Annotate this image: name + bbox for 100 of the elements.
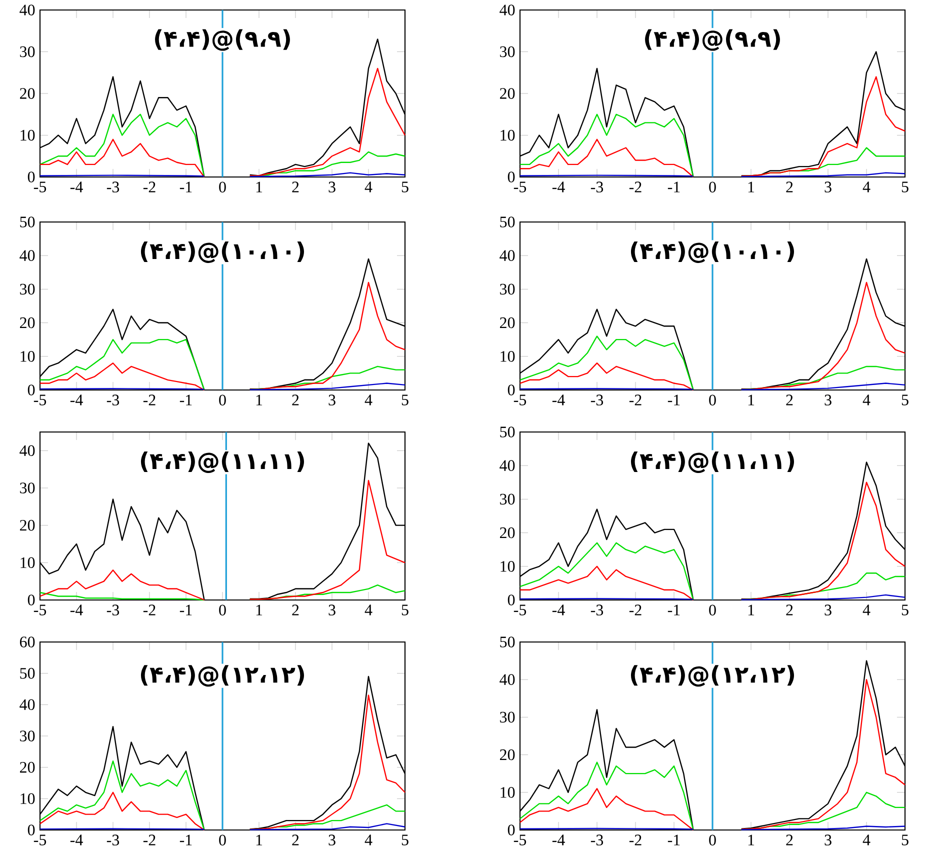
x-tick-label: 1 xyxy=(256,834,262,846)
y-tick-label: 20 xyxy=(500,88,515,99)
x-tick-label: 3 xyxy=(328,604,336,616)
x-tick-label: -2 xyxy=(143,182,156,192)
x-tick-label: -5 xyxy=(34,394,46,406)
y-tick-label: 40 xyxy=(500,250,515,261)
y-tick-label: 10 xyxy=(20,793,35,804)
x-tick-label: 0 xyxy=(219,604,226,616)
y-tick-label: 10 xyxy=(500,130,515,141)
y-tick-label: 10 xyxy=(500,560,515,572)
x-tick-label: -1 xyxy=(180,182,192,192)
y-tick-label: 40 xyxy=(20,250,35,261)
y-tick-label: 40 xyxy=(20,445,35,456)
y-tick-label: 40 xyxy=(20,699,35,710)
x-tick-label: 1 xyxy=(748,604,754,616)
x-tick-label: 1 xyxy=(748,394,754,406)
text: (۴،۴)@(۱۲،۱۲) xyxy=(630,665,794,687)
y-tick-label: 20 xyxy=(500,527,515,538)
text: (۴،۴)@(۱۰،۱۰) xyxy=(140,241,304,263)
y-tick-label: 20 xyxy=(500,317,515,328)
x-tick-label: 2 xyxy=(292,182,299,192)
x-tick-label: 4 xyxy=(364,604,372,616)
x-tick-label: 5 xyxy=(402,604,408,616)
text: (۴،۴)@(۹،۹) xyxy=(645,29,780,51)
y-tick-label: 30 xyxy=(20,482,35,494)
x-tick-label: 5 xyxy=(902,394,908,406)
y-tick-label: 30 xyxy=(20,730,35,742)
y-tick-label: 0 xyxy=(508,172,515,182)
x-tick-label: -5 xyxy=(34,182,46,192)
x-tick-label: 0 xyxy=(709,834,716,846)
y-tick-label: 40 xyxy=(500,4,515,16)
x-tick-label: 4 xyxy=(862,182,870,192)
x-tick-label: -5 xyxy=(34,604,46,616)
x-tick-label: -1 xyxy=(180,834,192,846)
text: (۴،۴)@(۱۱،۱۱) xyxy=(630,451,794,473)
x-tick-label: 4 xyxy=(364,834,372,846)
x-tick-label: 2 xyxy=(292,394,299,406)
y-tick-label: 0 xyxy=(28,172,35,182)
y-tick-label: 40 xyxy=(500,460,515,471)
y-tick-label: 20 xyxy=(20,520,35,531)
x-tick-label: -3 xyxy=(590,834,604,846)
x-tick-label: 3 xyxy=(824,394,832,406)
x-tick-label: -4 xyxy=(552,834,565,846)
x-tick-label: 1 xyxy=(256,604,262,616)
x-tick-label: -3 xyxy=(106,834,120,846)
x-tick-label: 2 xyxy=(786,834,793,846)
x-tick-label: 0 xyxy=(219,394,226,406)
y-tick-label: 50 xyxy=(500,426,515,438)
x-tick-label: 3 xyxy=(824,834,832,846)
x-tick-label: 2 xyxy=(786,394,793,406)
x-tick-label: -5 xyxy=(514,182,526,192)
x-tick-label: -2 xyxy=(629,182,642,192)
x-tick-label: -5 xyxy=(34,834,46,846)
y-tick-label: 0 xyxy=(28,824,35,836)
x-tick-label: -5 xyxy=(514,604,526,616)
text: (۴،۴)@(۹،۹) xyxy=(155,29,290,51)
x-tick-label: -4 xyxy=(552,394,565,406)
x-tick-label: -2 xyxy=(629,604,642,616)
x-tick-label: 5 xyxy=(902,182,908,192)
x-tick-label: 4 xyxy=(364,394,372,406)
y-tick-label: 20 xyxy=(20,762,35,773)
x-tick-label: 4 xyxy=(862,394,870,406)
x-tick-label: -1 xyxy=(668,394,680,406)
y-tick-label: 10 xyxy=(20,130,35,141)
y-tick-label: 10 xyxy=(500,350,515,362)
x-tick-label: -2 xyxy=(629,394,642,406)
x-tick-label: -4 xyxy=(552,604,565,616)
x-tick-label: -3 xyxy=(590,182,604,192)
y-tick-label: 60 xyxy=(20,636,35,648)
x-tick-label: 5 xyxy=(902,834,908,846)
x-tick-label: -2 xyxy=(143,604,156,616)
x-tick-label: 3 xyxy=(328,394,336,406)
x-tick-label: 0 xyxy=(219,834,226,846)
x-tick-label: 0 xyxy=(709,394,716,406)
y-tick-label: 0 xyxy=(508,384,515,396)
y-tick-label: 20 xyxy=(20,317,35,328)
y-tick-label: 40 xyxy=(20,4,35,16)
x-tick-label: -4 xyxy=(70,394,83,406)
y-tick-label: 50 xyxy=(500,636,515,648)
y-tick-label: 0 xyxy=(28,384,35,396)
x-tick-label: -1 xyxy=(668,182,680,192)
x-tick-label: -2 xyxy=(629,834,642,846)
y-tick-label: 30 xyxy=(20,46,35,58)
x-tick-label: -5 xyxy=(514,834,526,846)
y-tick-label: 50 xyxy=(500,216,515,228)
x-tick-label: -4 xyxy=(552,182,565,192)
y-tick-label: 0 xyxy=(508,594,515,606)
text: (۴،۴)@(۱۰،۱۰) xyxy=(630,241,794,263)
x-tick-label: 4 xyxy=(862,604,870,616)
y-tick-label: 10 xyxy=(20,350,35,362)
x-tick-label: 1 xyxy=(256,182,262,192)
x-tick-label: 5 xyxy=(402,182,408,192)
x-tick-label: 3 xyxy=(824,182,832,192)
y-tick-label: 50 xyxy=(20,668,35,679)
y-tick-label: 40 xyxy=(500,674,515,685)
text: (۴،۴)@(۱۱،۱۱) xyxy=(140,451,304,473)
x-tick-label: 3 xyxy=(328,182,336,192)
x-tick-label: 1 xyxy=(748,834,754,846)
x-tick-label: -1 xyxy=(668,604,680,616)
x-tick-label: 4 xyxy=(364,182,372,192)
